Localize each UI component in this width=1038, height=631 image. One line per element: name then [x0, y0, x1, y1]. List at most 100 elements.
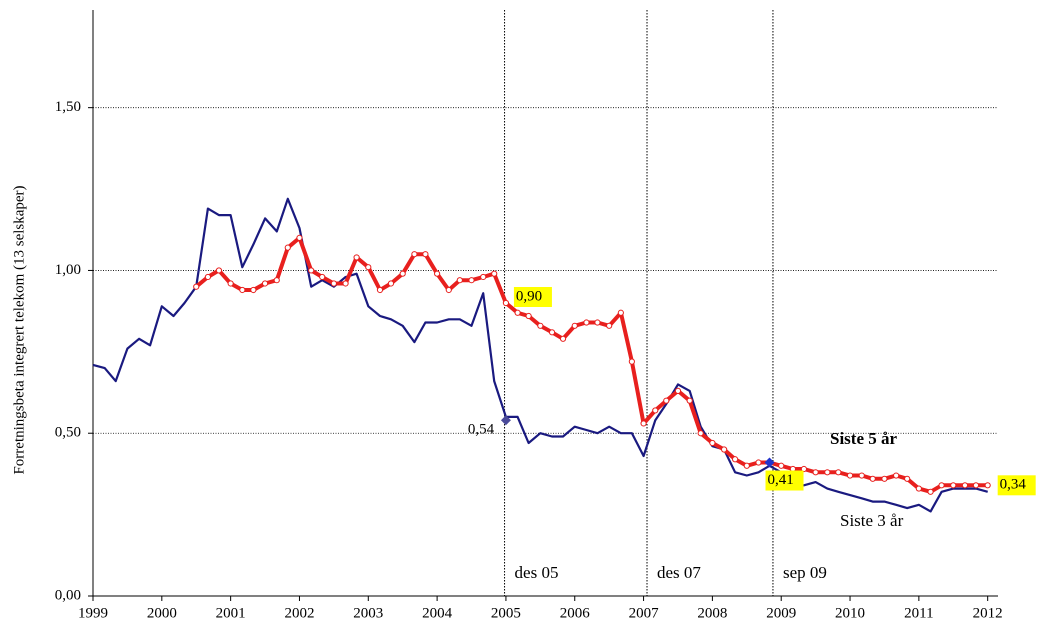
series-line [92, 197, 988, 513]
x-tick-label: 1999 [78, 605, 108, 621]
series-point [812, 469, 819, 476]
series-point [399, 270, 406, 277]
series-point [227, 280, 234, 287]
series-point [938, 482, 945, 489]
series-point [893, 472, 900, 479]
value-label: 0,34 [1000, 477, 1027, 493]
series-point [502, 299, 510, 307]
series-point [881, 475, 888, 482]
value-label: 0,54 [468, 422, 495, 438]
series-point [583, 319, 590, 326]
y-tick-label: 0,00 [55, 587, 81, 603]
series-point [250, 286, 257, 294]
series-point [514, 309, 521, 316]
series-point [709, 439, 716, 447]
value-annotation: 0,41 [765, 470, 804, 491]
x-tick-label: 2002 [284, 605, 314, 621]
series-point [537, 322, 544, 329]
series-point [215, 267, 223, 274]
series-point [434, 270, 441, 277]
series-point [858, 472, 865, 479]
y-axis-label: Forretningsbeta integrert telekom (13 se… [11, 185, 27, 474]
series-point [972, 482, 980, 489]
series-point [525, 312, 532, 320]
series-point [824, 469, 831, 476]
series-point [950, 482, 957, 489]
x-tick-label: 2012 [973, 605, 1003, 621]
series-point [342, 280, 349, 287]
series-line [194, 235, 988, 494]
series-point [640, 420, 647, 427]
x-tick-label: 2009 [766, 605, 796, 621]
value-label: 0,41 [768, 472, 794, 488]
y-tick-label: 1,00 [55, 262, 81, 278]
series-point [365, 264, 372, 271]
series-point [411, 251, 418, 258]
series-point [984, 482, 991, 489]
series-point [617, 309, 624, 316]
series-point [422, 251, 429, 258]
series-point [915, 485, 922, 492]
series-point [445, 286, 452, 294]
x-tick-label: 2005 [491, 605, 521, 621]
series-point [239, 286, 246, 294]
value-annotation: 0,34 [997, 475, 1036, 496]
series-point [835, 469, 842, 476]
series-point [548, 329, 556, 336]
series-point [296, 234, 303, 241]
series-point [559, 335, 567, 342]
series-point [319, 273, 326, 281]
event-label: des 05 [515, 563, 559, 582]
x-tick-label: 2008 [697, 605, 727, 621]
series-point [353, 254, 360, 261]
series-point [686, 397, 693, 404]
series-point [193, 283, 200, 290]
event-label: sep 09 [783, 563, 827, 582]
label-highlight [513, 287, 552, 307]
series-point [732, 456, 739, 463]
series-point [697, 430, 704, 437]
series-point [846, 472, 854, 479]
series-point [594, 319, 601, 326]
y-tick-label: 0,50 [55, 425, 81, 441]
event-label: des 07 [657, 563, 701, 582]
series-point [720, 446, 728, 453]
x-tick-label: 2006 [560, 605, 591, 621]
series-point [663, 397, 670, 404]
series-point [468, 277, 475, 284]
x-tick-label: 2011 [904, 605, 933, 621]
series-point [961, 482, 969, 489]
x-tick-label: 2010 [835, 605, 865, 621]
series-point [376, 286, 384, 294]
series-point [387, 280, 395, 287]
series-point [652, 407, 659, 414]
value-annotation: 0,54 [468, 422, 495, 438]
x-tick-label: 2000 [147, 605, 177, 621]
x-tick-label: 2001 [216, 605, 246, 621]
label-highlight [765, 470, 804, 491]
series-point [571, 322, 578, 329]
series-point [755, 459, 762, 466]
series-point [456, 277, 463, 284]
series-point [800, 465, 808, 473]
series-point [869, 475, 876, 482]
series-point [308, 267, 315, 274]
series-label: Siste 3 år [840, 511, 904, 530]
y-tick-label: 1,50 [55, 99, 81, 115]
x-tick-label: 2004 [422, 605, 453, 621]
series-point [284, 244, 291, 251]
x-tick-label: 2003 [353, 605, 383, 621]
value-label: 0,90 [516, 288, 542, 304]
highlight-marker [764, 457, 775, 468]
highlight-marker [500, 415, 511, 426]
series-point [743, 462, 750, 469]
series-point [628, 358, 635, 365]
series-point [204, 273, 212, 281]
series-point [674, 387, 682, 394]
series-point [927, 488, 934, 495]
series-point [273, 277, 280, 284]
series-label: Siste 5 år [830, 429, 898, 448]
x-tick-label: 2007 [629, 605, 660, 621]
series-point [261, 280, 269, 287]
